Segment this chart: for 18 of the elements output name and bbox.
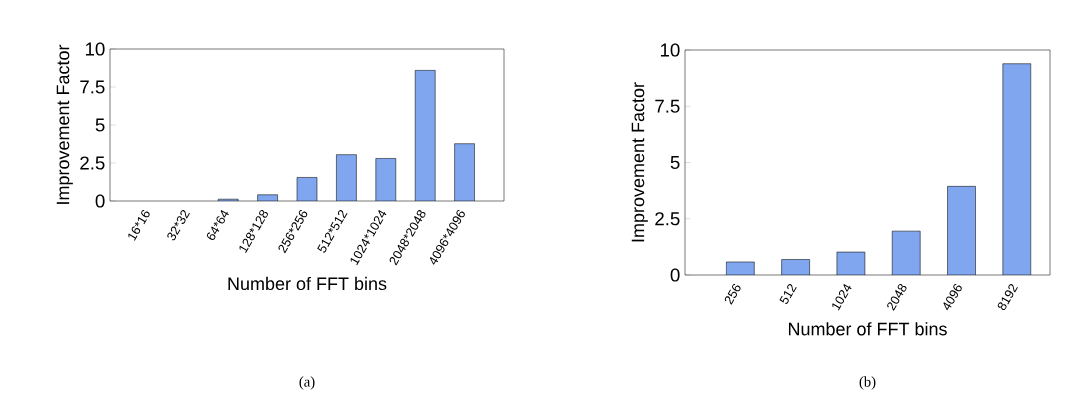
text: (a) [299, 376, 315, 390]
x-axis-title: Number of FFT bins [788, 322, 947, 336]
y-tick-label: 7.5 [80, 80, 105, 94]
x-axis-title: Number of FFT bins [228, 276, 387, 291]
y-axis-title: Improvement Factor [56, 44, 73, 204]
y-axis-title: Improvement Factor [631, 82, 648, 242]
y-tick-label: 2.5 [655, 212, 680, 226]
x-tick-label: 256 [724, 284, 741, 305]
y-tick-label: 5 [95, 118, 105, 132]
y-tick-label: 10 [660, 43, 680, 57]
y-tick-label: 0 [95, 194, 105, 208]
y-tick-label: 5 [670, 156, 680, 170]
y-tick-label: 10 [85, 42, 105, 56]
y-tick-label: 0 [670, 268, 680, 282]
text: (b) [859, 376, 876, 390]
y-tick-label: 2.5 [80, 156, 105, 170]
x-tick-label: 512 [779, 284, 797, 305]
y-tick-label: 7.5 [655, 99, 680, 113]
